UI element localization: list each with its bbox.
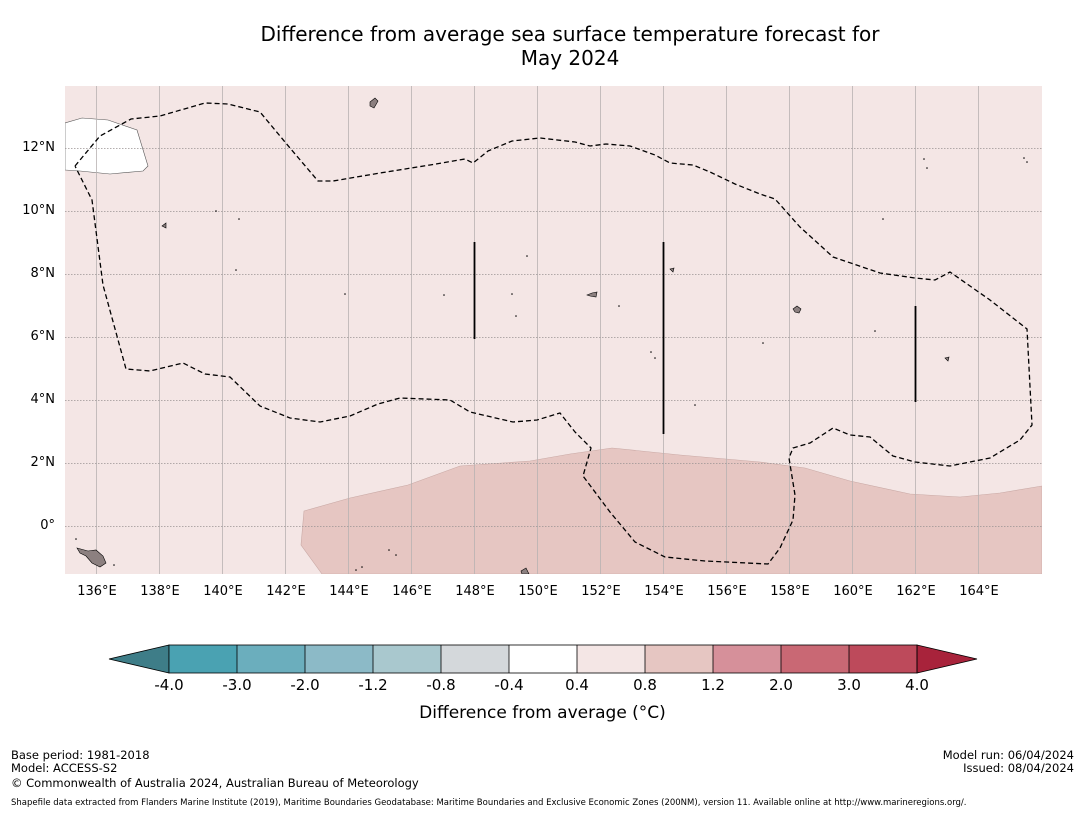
- lon-label-140e: 140°E: [203, 584, 243, 599]
- title-line-2: May 2024: [520, 46, 620, 70]
- boundary-lines: [473, 242, 917, 434]
- colorbar-tick: -0.8: [426, 676, 456, 694]
- colorbar-tick: 2.0: [769, 676, 793, 694]
- colorbar-bin-3: [305, 645, 373, 673]
- lon-label-156e: 156°E: [707, 584, 747, 599]
- colorbar-bin-4: [373, 645, 441, 673]
- lon-label-148e: 148°E: [455, 584, 495, 599]
- colorbar-bin-7: [577, 645, 645, 673]
- chart-title: Difference from average sea surface temp…: [0, 22, 1085, 70]
- shapefile-credit: Shapefile data extracted from Flanders M…: [11, 798, 967, 808]
- lat-label-10n: 10°N: [22, 203, 55, 218]
- lat-label-0: 0°: [40, 518, 55, 533]
- colorbar-tick: -3.0: [222, 676, 252, 694]
- lat-label-8n: 8°N: [30, 266, 56, 281]
- colorbar-bin-5: [441, 645, 509, 673]
- model-run-date: Model run: 06/04/2024: [942, 748, 1074, 762]
- issued-date: Issued: 08/04/2024: [963, 761, 1074, 775]
- colorbar-tick: -2.0: [290, 676, 320, 694]
- lon-label-152e: 152°E: [581, 584, 621, 599]
- lon-label-144e: 144°E: [329, 584, 369, 599]
- lon-label-136e: 136°E: [77, 584, 117, 599]
- colorbar-tick: 0.8: [633, 676, 657, 694]
- colorbar-bin-8: [645, 645, 713, 673]
- copyright: © Commonwealth of Australia 2024, Austra…: [11, 776, 419, 790]
- lon-label-160e: 160°E: [833, 584, 873, 599]
- lon-label-162e: 162°E: [896, 584, 936, 599]
- lon-label-142e: 142°E: [266, 584, 306, 599]
- lon-label-164e: 164°E: [959, 584, 999, 599]
- colorbar-tick: -1.2: [358, 676, 388, 694]
- lon-label-150e: 150°E: [518, 584, 558, 599]
- colorbar-label: Difference from average (°C): [419, 703, 666, 723]
- eez-boundaries: [74, 102, 1033, 565]
- parallel-gridlines: [65, 148, 1042, 527]
- sst-anomaly-map: [65, 86, 1042, 574]
- base-period: Base period: 1981-2018: [11, 748, 150, 762]
- title-line-1: Difference from average sea surface temp…: [260, 22, 880, 46]
- colorbar-tick: 4.0: [905, 676, 929, 694]
- colorbar-tick: -0.4: [494, 676, 524, 694]
- colorbar-bin-6: [509, 645, 577, 673]
- lat-label-12n: 12°N: [22, 140, 55, 155]
- lat-label-4n: 4°N: [30, 392, 56, 407]
- model-name: Model: ACCESS-S2: [11, 761, 118, 775]
- land-mass: [65, 117, 149, 175]
- colorbar-bin-11: [849, 645, 917, 673]
- lon-label-146e: 146°E: [392, 584, 432, 599]
- colorbar-bin-2: [237, 645, 305, 673]
- colorbar-bin-1: [169, 645, 237, 673]
- lon-label-158e: 158°E: [770, 584, 810, 599]
- colorbar-bin-10: [781, 645, 849, 673]
- islands: [76, 97, 950, 574]
- colorbar-tick: -4.0: [154, 676, 184, 694]
- atolls: [75, 157, 1028, 571]
- colorbar-tick: 0.4: [565, 676, 589, 694]
- lat-label-6n: 6°N: [30, 329, 56, 344]
- lon-label-154e: 154°E: [644, 584, 684, 599]
- lon-label-138e: 138°E: [140, 584, 180, 599]
- colorbar-tick: 1.2: [701, 676, 725, 694]
- lat-label-2n: 2°N: [30, 455, 56, 470]
- colorbar-min-extend: [108, 644, 170, 674]
- anomaly-region: [300, 447, 1042, 574]
- colorbar-bin-9: [713, 645, 781, 673]
- colorbar-tick: 3.0: [837, 676, 861, 694]
- colorbar-max-extend: [916, 644, 978, 674]
